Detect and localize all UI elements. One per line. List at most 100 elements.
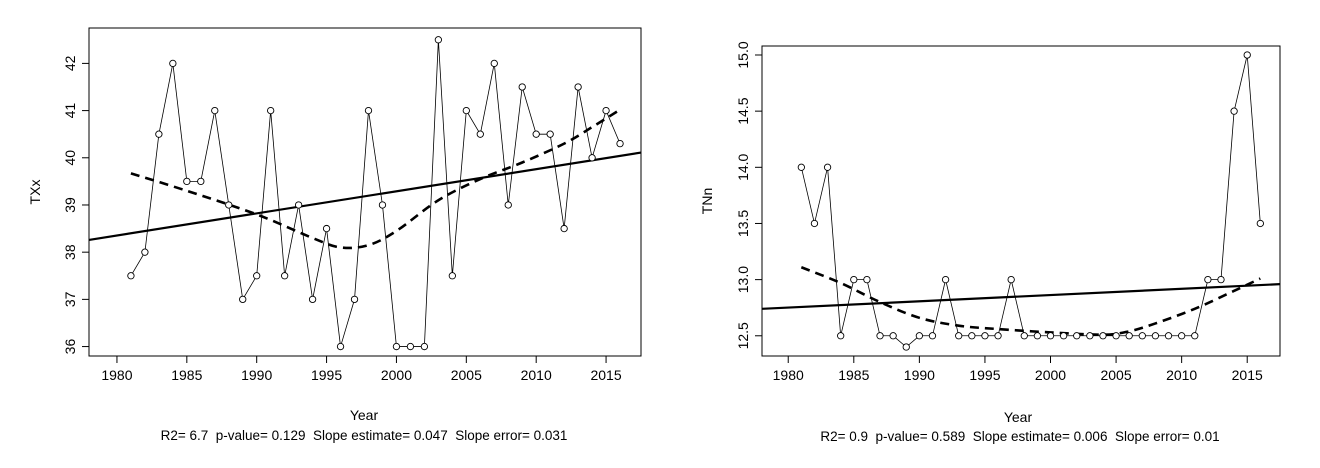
data-point (546, 130, 554, 138)
data-point (1243, 51, 1251, 59)
y-tick-label: 42 (62, 55, 78, 71)
data-point (902, 343, 910, 351)
y-tick-label: 36 (62, 339, 78, 355)
x-tick-label: 1995 (969, 367, 1000, 383)
data-point (1033, 332, 1042, 340)
x-tick-label: 2015 (590, 367, 621, 383)
data-point (1046, 332, 1055, 340)
y-axis: 36 37 38 39 40 41 42 (62, 55, 90, 355)
data-point (1230, 107, 1238, 115)
x-tick-label: 1980 (773, 367, 804, 383)
data-point (239, 295, 247, 304)
data-point (308, 295, 317, 304)
y-axis-title: TXx (27, 180, 43, 205)
data-point (420, 342, 429, 351)
y-axis: 12.5 13.0 13.5 14.0 14.5 15.0 (735, 41, 763, 349)
data-point (392, 342, 401, 351)
data-point (955, 332, 963, 340)
x-tick-label: 1990 (904, 367, 935, 383)
plot-frame (761, 45, 1281, 357)
data-point (280, 272, 289, 280)
plot-area (88, 36, 642, 351)
stat-slope-estimate: Slope estimate= 0.047 (313, 428, 448, 443)
x-tick-label: 1980 (101, 367, 132, 383)
data-point (1059, 332, 1068, 340)
data-point (1204, 275, 1212, 284)
stat-r2: R2= 6.7 (161, 428, 209, 443)
x-axis-title: Year (350, 407, 379, 423)
data-point (588, 154, 596, 162)
data-point (518, 83, 526, 91)
data-point (448, 272, 456, 280)
data-point (434, 36, 443, 44)
data-point (994, 332, 1002, 340)
x-axis: 1980 1985 1990 1995 2000 2005 2010 2015 (101, 355, 622, 383)
data-point (169, 59, 177, 68)
stat-p-value: p-value= 0.589 (876, 429, 966, 444)
data-point (378, 201, 387, 209)
x-tick-label: 2000 (1035, 367, 1066, 383)
linear-trend-line (88, 151, 642, 241)
data-point (1086, 332, 1094, 340)
data-point (183, 177, 191, 186)
data-point (532, 130, 540, 138)
x-axis-title: Year (1004, 409, 1033, 425)
y-tick-label: 40 (62, 150, 78, 166)
data-point (1177, 332, 1186, 340)
stat-p-value: p-value= 0.129 (216, 428, 306, 443)
stat-slope-error: Slope error= 0.031 (455, 428, 567, 443)
data-point (1125, 332, 1133, 340)
regression-stats: R2= 6.7 p-value= 0.129 Slope estimate= 0… (161, 428, 568, 443)
tnn-chart: 1980 1985 1990 1995 2000 2005 2010 2015 12.5 13.… (699, 41, 1281, 444)
data-point (602, 106, 610, 115)
data-point (1099, 332, 1107, 340)
data-point (127, 272, 135, 280)
x-tick-label: 2010 (521, 367, 552, 383)
linear-trend-line (761, 283, 1281, 310)
stat-r2: R2= 0.9 (820, 429, 868, 444)
data-point (211, 106, 219, 115)
data-point (850, 275, 858, 284)
data-point (823, 163, 832, 171)
data-point (504, 201, 512, 209)
data-point (225, 201, 233, 209)
data-point (1164, 332, 1173, 340)
data-point (616, 139, 624, 148)
y-tick-label: 13.0 (735, 266, 751, 293)
data-point (889, 332, 897, 340)
data-point (1112, 332, 1120, 340)
x-tick-label: 1985 (838, 367, 869, 383)
data-point (197, 177, 205, 186)
y-tick-label: 14.0 (735, 153, 751, 180)
regression-stats: R2= 0.9 p-value= 0.589 Slope estimate= 0… (820, 429, 1219, 444)
y-tick-label: 39 (62, 197, 78, 213)
x-axis: 1980 1985 1990 1995 2000 2005 2010 2015 (773, 355, 1263, 383)
data-point (876, 332, 884, 340)
data-point (490, 59, 498, 68)
smoothed-trend-curve (800, 266, 1261, 336)
txx-chart: 1980 1985 1990 1995 2000 2005 2010 2015 3637383… (27, 27, 642, 443)
data-point (1073, 332, 1081, 340)
y-tick-label: 13.5 (735, 210, 751, 237)
y-tick-label: 14.5 (735, 97, 751, 124)
data-point (1191, 332, 1199, 340)
data-point (574, 83, 582, 91)
data-point (1007, 275, 1015, 284)
data-point (928, 332, 937, 340)
data-point (141, 248, 149, 256)
data-point (1151, 332, 1160, 340)
data-point (797, 163, 805, 171)
data-point (981, 332, 989, 340)
stat-slope-estimate: Slope estimate= 0.006 (973, 429, 1108, 444)
y-tick-label: 15.0 (735, 41, 751, 68)
x-tick-label: 1990 (241, 367, 272, 383)
plot-frame (88, 27, 642, 357)
data-point (364, 106, 373, 115)
data-point (155, 130, 163, 138)
x-tick-label: 2005 (451, 367, 482, 383)
x-tick-label: 1985 (171, 367, 202, 383)
data-point (476, 130, 484, 138)
data-point (915, 332, 924, 340)
data-point (253, 272, 261, 280)
